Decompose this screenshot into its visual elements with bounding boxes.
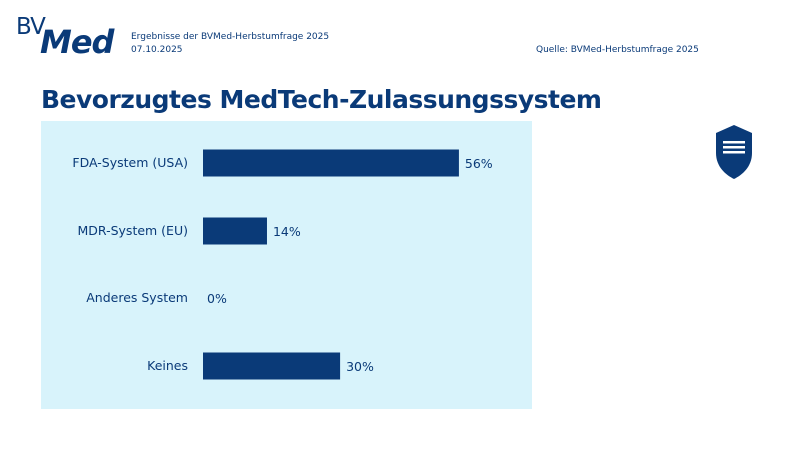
shield-icon [716, 125, 752, 179]
header-subtitle: Ergebnisse der BVMed-Herbstumfrage 2025 [131, 32, 330, 42]
header-date: 07.10.2025 [131, 45, 183, 55]
bvmed-logo: BV Med [16, 14, 114, 61]
category-label: Anderes System [86, 290, 188, 305]
value-label: 56% [465, 156, 493, 171]
chart-title: Bevorzugtes MedTech-Zulassungssystem [41, 85, 602, 114]
category-label: Keines [147, 358, 188, 373]
category-label: MDR-System (EU) [78, 223, 189, 238]
bar [203, 217, 267, 245]
source-note: Quelle: BVMed-Herbstumfrage 2025 [536, 45, 699, 55]
bar [203, 149, 459, 177]
bar [203, 352, 341, 380]
category-label: FDA-System (USA) [72, 155, 188, 170]
value-label: 30% [346, 359, 374, 374]
value-label: 14% [273, 224, 301, 239]
value-label: 0% [207, 291, 227, 306]
